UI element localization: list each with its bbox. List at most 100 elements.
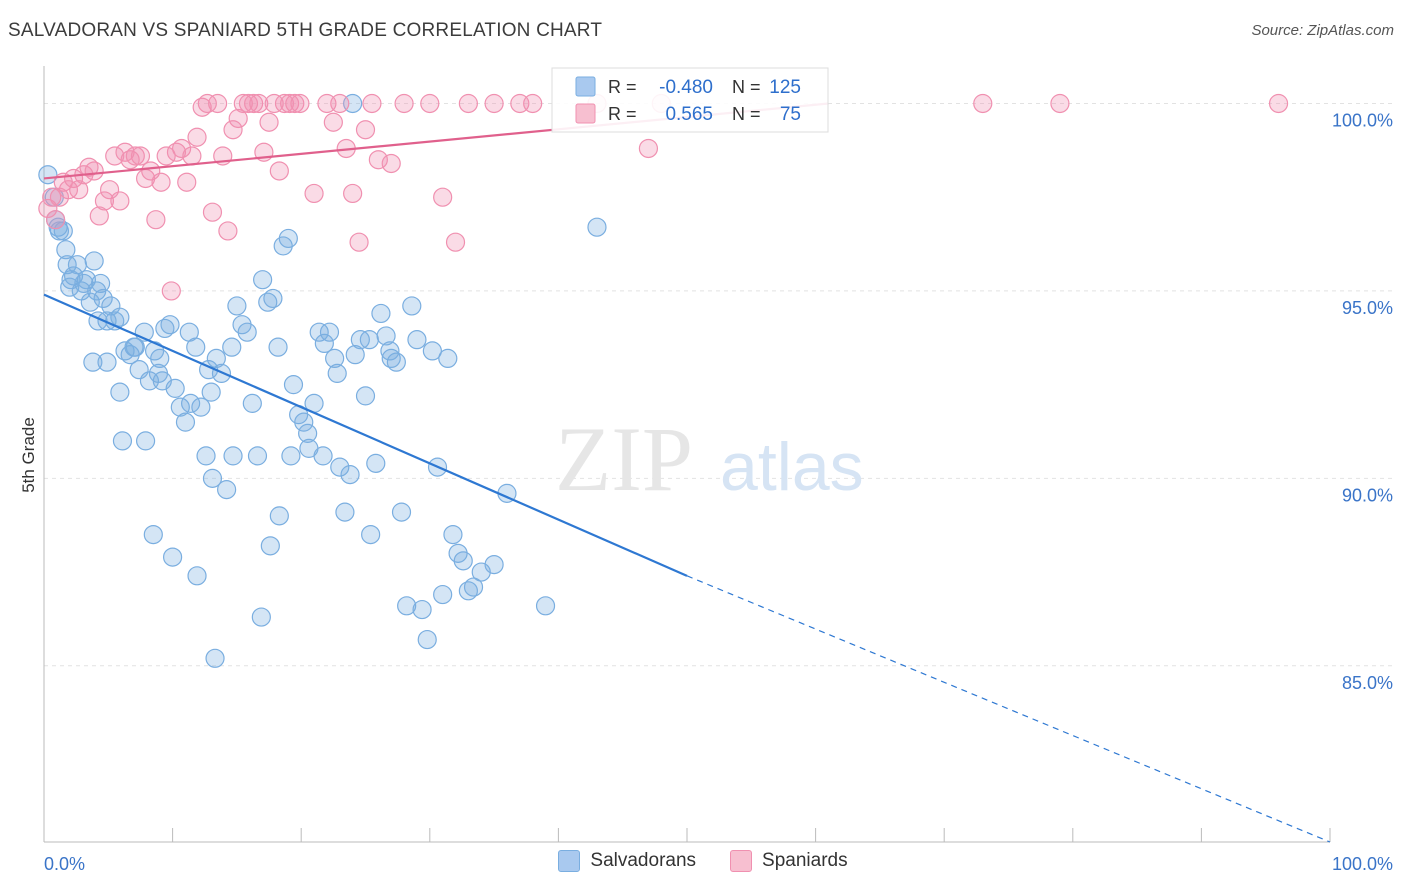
- salvadorans-point-114: [110, 382, 130, 402]
- spaniards-point-19: [130, 146, 151, 166]
- salvadorans-point-65: [325, 348, 345, 369]
- salvadorans-point-105: [260, 536, 280, 556]
- spaniards-point-45: [264, 93, 284, 114]
- spaniards-point-64: [433, 187, 453, 207]
- spaniards-point-50: [290, 93, 310, 114]
- salvadorans-point-40: [196, 446, 216, 466]
- salvadorans-point-59: [294, 412, 314, 432]
- salvadorans-point-122: [327, 363, 347, 384]
- legend-r-value-1: 0.565: [665, 104, 713, 125]
- spaniards-point-57: [349, 232, 369, 252]
- salvadorans-point-42: [206, 348, 226, 369]
- salvadorans-point-54: [268, 337, 288, 357]
- salvadorans-point-94: [484, 554, 504, 575]
- chart-source: Source: ZipAtlas.com: [1251, 22, 1394, 39]
- salvadorans-point-46: [227, 296, 247, 316]
- salvadorans-point-32: [155, 318, 175, 339]
- spaniards-point-7: [69, 180, 89, 200]
- salvadorans-point-19: [93, 288, 113, 309]
- spaniards-point-5: [58, 180, 79, 200]
- spaniards-point-48: [280, 93, 300, 114]
- spaniards-point-6: [63, 168, 84, 189]
- spaniards-point-69: [523, 93, 543, 114]
- watermark: ZIP atlas: [555, 408, 864, 510]
- salvadorans-point-123: [359, 330, 379, 350]
- spaniards-point-12: [94, 191, 115, 211]
- salvadorans-point-104: [251, 607, 271, 627]
- legend-n-label-0: N =: [732, 77, 761, 97]
- spaniards-point-60: [368, 150, 388, 170]
- salvadorans-point-73: [366, 453, 386, 473]
- legend-n-value-0: 125: [769, 77, 801, 98]
- spaniards-point-0: [38, 198, 58, 219]
- series-legend: Salvadorans Spaniards: [0, 850, 1406, 872]
- spaniards-point-40: [238, 93, 259, 114]
- salvadorans-point-110: [143, 524, 163, 545]
- spaniards-point-42: [249, 93, 269, 114]
- y-tick-label-3: 85.0%: [1342, 673, 1393, 693]
- salvadorans-point-56: [278, 228, 298, 249]
- legend-r-label-0: R =: [608, 77, 637, 97]
- spaniards-point-46: [269, 161, 289, 181]
- salvadorans-trend-extension: [686, 575, 1331, 843]
- stats-legend: R = -0.480 N = 125 R = 0.565 N = 75: [551, 67, 829, 133]
- spaniards-point-53: [323, 112, 343, 132]
- chart-title: SALVADORAN VS SPANIARD 5TH GRADE CORRELA…: [8, 20, 603, 41]
- spaniards-point-33: [202, 202, 223, 222]
- salvadorans-point-124: [380, 341, 400, 361]
- legend-label-salvadorans: Salvadorans: [590, 850, 697, 871]
- salvadorans-point-6: [56, 240, 76, 260]
- spaniards-point-56: [343, 183, 363, 204]
- legend-item-spaniards[interactable]: Spaniards: [730, 850, 848, 872]
- salvadorans-point-100: [135, 431, 156, 451]
- spaniards-point-17: [120, 150, 140, 170]
- legend-swatch-spaniards: [575, 103, 596, 124]
- salvadorans-point-76: [381, 348, 401, 369]
- spaniards-point-28: [177, 172, 197, 192]
- spaniards-point-32: [197, 93, 217, 114]
- y-tick-label-2: 90.0%: [1342, 485, 1393, 505]
- salvadorans-point-91: [458, 581, 478, 601]
- salvadorans-point-74: [371, 303, 391, 324]
- spaniards-point-49: [285, 93, 305, 114]
- salvadorans-point-35: [170, 397, 190, 417]
- salvadorans-point-81: [407, 330, 427, 350]
- salvadorans-point-112: [187, 566, 207, 586]
- spaniards-point-27: [172, 138, 192, 159]
- legend-swatch-spaniards-bottom: [730, 850, 753, 872]
- salvadorans-point-115: [112, 431, 133, 451]
- salvadorans-point-117: [97, 352, 117, 372]
- legend-swatch-salvadorans-bottom: [558, 850, 581, 872]
- salvadorans-point-36: [175, 412, 196, 432]
- x-tick-label-0: 0.0%: [44, 854, 85, 874]
- salvadorans-point-57: [283, 375, 304, 395]
- spaniards-point-31: [192, 97, 212, 117]
- legend-item-salvadorans[interactable]: Salvadorans: [558, 850, 696, 872]
- salvadorans-point-92: [463, 577, 484, 597]
- salvadorans-point-107: [281, 446, 301, 466]
- salvadorans-point-41: [201, 382, 221, 402]
- watermark-zip: ZIP: [555, 408, 693, 510]
- salvadorans-point-109: [313, 446, 333, 466]
- grid-lines: [44, 102, 1395, 667]
- salvadorans-point-23: [110, 307, 130, 327]
- salvadorans-point-88: [443, 524, 463, 545]
- spaniards-point-63: [420, 93, 440, 114]
- salvadorans-point-53: [263, 288, 283, 309]
- spaniards-point-47: [274, 93, 295, 114]
- salvadorans-point-96: [535, 596, 556, 616]
- spaniards-point-75: [1268, 93, 1289, 114]
- salvadorans-point-77: [386, 352, 406, 372]
- salvadorans-point-7: [57, 255, 77, 275]
- salvadorans-point-5: [53, 221, 73, 241]
- spaniards-point-38: [228, 108, 248, 129]
- spaniards-point-29: [182, 146, 202, 166]
- spaniards-point-25: [161, 281, 181, 301]
- legend-label-spaniards: Spaniards: [762, 850, 848, 871]
- spaniards-point-71: [638, 138, 659, 159]
- spaniards-point-22: [146, 210, 166, 230]
- salvadorans-point-68: [340, 465, 360, 485]
- tick-labels: 100.0% 95.0% 90.0% 85.0% 0.0% 100.0%: [44, 110, 1393, 874]
- salvadorans-point-48: [237, 322, 257, 342]
- spaniards-point-51: [304, 183, 324, 204]
